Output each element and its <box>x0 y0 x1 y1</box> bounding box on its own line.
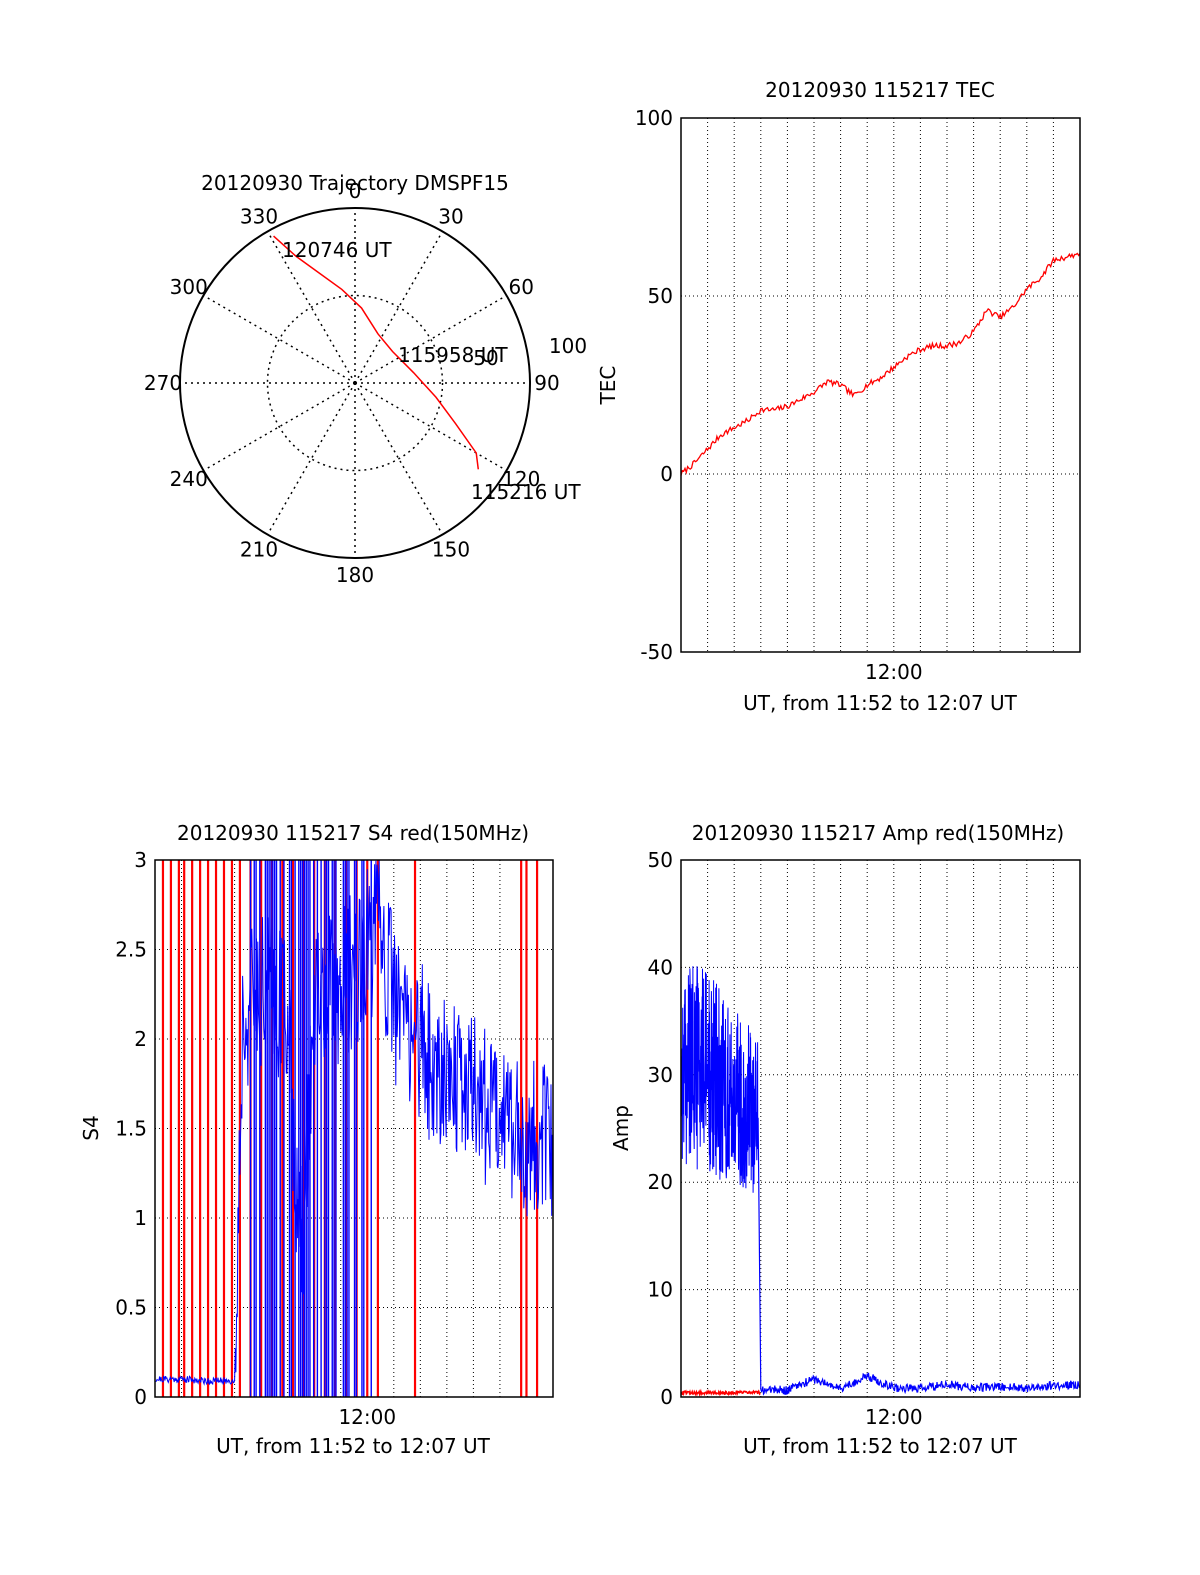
polar-radial-labels: 50 100 <box>473 334 587 370</box>
annotation-end-time: 115216 UT <box>471 480 581 504</box>
y-tick-label: 0.5 <box>115 1296 147 1320</box>
polar-spoke <box>266 382 356 535</box>
polar-grid <box>179 207 531 559</box>
amp-chart: 20120930 115217 Amp red(150MHz) Amp UT, … <box>609 821 1081 1458</box>
polar-angle-label: 90 <box>534 371 559 395</box>
polar-angle-label: 180 <box>336 563 374 587</box>
x-tick-label: 12:00 <box>338 1405 396 1429</box>
annotation-mid-time: 115958 UT <box>398 343 508 367</box>
polar-angle-label: 60 <box>509 275 534 299</box>
polar-spoke <box>354 382 444 535</box>
plot-frame <box>154 859 554 1398</box>
tec-ylabel: TEC <box>596 366 620 406</box>
s4-xlabel: UT, from 11:52 to 12:07 UT <box>216 1434 491 1458</box>
polar-angle-labels: 0 30 60 90 120 150 180 210 240 270 300 330 <box>144 179 560 587</box>
polar-angle-label: 210 <box>240 537 278 561</box>
polar-spoke <box>354 231 444 384</box>
polar-angle-label: 120 <box>502 467 540 491</box>
tec-xlabel: UT, from 11:52 to 12:07 UT <box>743 691 1018 715</box>
amp-ylabel: Amp <box>609 1105 633 1151</box>
polar-angle-label: 300 <box>170 275 208 299</box>
y-tick-label: 100 <box>635 106 673 130</box>
polar-series <box>273 235 480 470</box>
s4-ylabel: S4 <box>79 1115 103 1140</box>
amp-blue-noise-line <box>680 966 759 1193</box>
polar-inner-circle <box>266 294 444 472</box>
amp-xlabel: UT, from 11:52 to 12:07 UT <box>743 1434 1018 1458</box>
y-tick-label: 1 <box>134 1206 147 1230</box>
y-tick-label: 50 <box>648 848 673 872</box>
y-tick-label: 10 <box>648 1278 673 1302</box>
polar-angle-label: 0 <box>349 179 362 203</box>
polar-radial-label: 100 <box>549 334 587 358</box>
tec-chart: 20120930 115217 TEC TEC UT, from 11:52 t… <box>596 78 1081 715</box>
amp-red-series-line <box>680 1388 761 1398</box>
s4-blue-series-line <box>154 859 553 1386</box>
polar-spoke <box>203 294 356 384</box>
y-tick-label: 30 <box>648 1063 673 1087</box>
x-tick-label: 12:00 <box>865 660 923 684</box>
annotation-start-time: 120746 UT <box>282 238 392 262</box>
polar-spoke <box>354 294 507 384</box>
y-tick-label: -50 <box>640 640 673 664</box>
amp-title: 20120930 115217 Amp red(150MHz) <box>692 821 1064 845</box>
polar-spoke <box>354 382 507 472</box>
polar-trajectory-chart: 20120930 Trajectory DMSPF15 0 30 60 90 120 15… <box>144 171 587 587</box>
x-tick-label: 12:00 <box>865 1405 923 1429</box>
y-tick-label: 50 <box>648 284 673 308</box>
tec-series-line <box>680 252 1081 476</box>
polar-title: 20120930 Trajectory DMSPF15 <box>201 171 509 195</box>
y-tick-label: 0 <box>134 1385 147 1409</box>
y-tick-label: 20 <box>648 1170 673 1194</box>
y-tick-label: 3 <box>134 848 147 872</box>
plot-frame <box>680 117 1081 653</box>
y-tick-label: 0 <box>660 1385 673 1409</box>
y-tick-label: 40 <box>648 955 673 979</box>
polar-spoke <box>203 382 356 472</box>
polar-angle-label: 330 <box>240 205 278 229</box>
y-tick-label: 2 <box>134 1027 147 1051</box>
s4-title: 20120930 115217 S4 red(150MHz) <box>177 821 529 845</box>
polar-trajectory-line <box>273 235 480 470</box>
y-tick-label: 2.5 <box>115 938 147 962</box>
polar-radial-label: 50 <box>473 346 498 370</box>
y-tick-label: 1.5 <box>115 1117 147 1141</box>
polar-spoke <box>266 231 356 384</box>
y-tick-label: 0 <box>660 462 673 486</box>
tec-title: 20120930 115217 TEC <box>765 78 995 102</box>
amp-blue-low-line <box>757 1117 1080 1396</box>
polar-angle-label: 270 <box>144 371 182 395</box>
polar-angle-label: 240 <box>170 467 208 491</box>
plot-frame <box>680 859 1081 1398</box>
s4-chart: 20120930 115217 S4 red(150MHz) S4 UT, fr… <box>79 821 554 1458</box>
polar-angle-label: 150 <box>432 537 470 561</box>
polar-angle-label: 30 <box>438 205 463 229</box>
